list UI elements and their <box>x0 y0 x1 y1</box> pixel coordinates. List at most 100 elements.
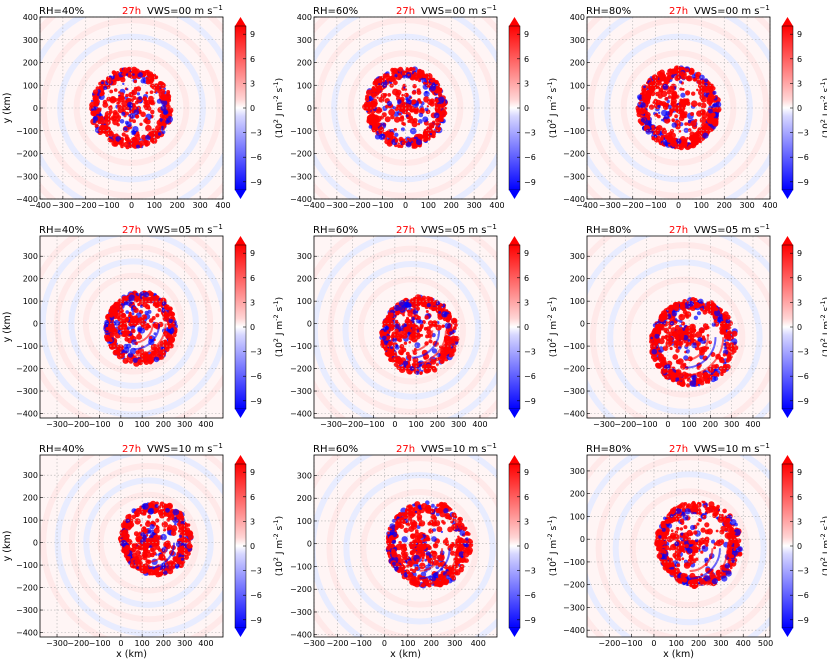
positive-flux-cell <box>161 521 168 528</box>
y-tick-label: −400 <box>563 195 585 204</box>
negative-flux-cell <box>711 322 716 327</box>
negative-flux-cell <box>693 315 699 320</box>
positive-flux-cell <box>684 115 687 119</box>
x-tick-label: 200 <box>156 420 171 429</box>
positive-flux-cell <box>153 534 160 541</box>
positive-flux-cell <box>704 304 712 312</box>
positive-flux-cell <box>411 300 417 307</box>
negative-flux-cell <box>645 128 652 135</box>
vws-exponent: −1 <box>213 442 223 450</box>
panel-rh-title: RH=40% <box>39 225 84 236</box>
positive-flux-cell <box>149 336 153 340</box>
positive-flux-cell <box>693 78 697 82</box>
negative-flux-cell <box>671 122 677 128</box>
vws-exponent: −1 <box>213 4 223 12</box>
panel-time-title: 27h <box>669 225 688 236</box>
positive-flux-cell <box>418 79 421 83</box>
positive-flux-cell <box>129 541 133 544</box>
positive-flux-cell <box>648 104 655 110</box>
positive-flux-cell <box>140 316 145 321</box>
positive-flux-cell <box>379 115 384 120</box>
x-tick-label: 400 <box>489 201 504 210</box>
positive-flux-cell <box>149 356 156 362</box>
negative-flux-cell <box>654 333 660 339</box>
y-tick-label: −200 <box>290 365 312 374</box>
positive-flux-cell <box>376 96 379 99</box>
positive-flux-cell <box>177 560 184 567</box>
colorbar-tick-label: −6 <box>250 153 262 162</box>
y-tick-label: −200 <box>16 365 38 374</box>
negative-flux-cell <box>408 95 412 99</box>
negative-flux-cell <box>662 83 669 90</box>
positive-flux-cell <box>369 115 374 120</box>
positive-flux-cell <box>147 356 150 360</box>
negative-flux-cell <box>168 318 173 324</box>
ambient-ring <box>40 455 223 637</box>
positive-flux-cell <box>685 90 691 96</box>
positive-flux-cell <box>141 567 149 574</box>
positive-flux-cell <box>150 109 155 115</box>
x-tick-label: −300 <box>46 639 68 648</box>
positive-flux-cell <box>393 80 398 86</box>
positive-flux-cell <box>644 93 651 101</box>
positive-flux-cell <box>388 75 396 83</box>
positive-flux-cell <box>132 70 135 74</box>
colorbar-tick-label: 0 <box>797 323 802 332</box>
spiral-band <box>411 330 434 352</box>
y-tick-label: 400 <box>23 13 38 22</box>
negative-flux-cell <box>121 111 126 116</box>
negative-flux-cell <box>715 101 722 108</box>
y-tick-label: 300 <box>23 36 38 45</box>
positive-flux-cell <box>681 88 685 91</box>
positive-flux-cell <box>408 115 414 121</box>
x-tick-label: −100 <box>98 201 120 210</box>
positive-flux-cell <box>395 356 402 362</box>
positive-flux-cell <box>677 372 684 378</box>
colorbar-label-part: (10 <box>275 123 285 138</box>
negative-flux-cell <box>708 123 711 127</box>
positive-flux-cell <box>148 132 153 137</box>
colorbar-tick-label: −3 <box>250 348 262 357</box>
colorbar-tick-label: −3 <box>524 129 536 138</box>
x-tick-label: 0 <box>118 420 123 429</box>
positive-flux-cell <box>118 95 122 99</box>
positive-flux-cell <box>402 122 406 126</box>
positive-flux-cell <box>722 353 727 357</box>
positive-flux-cell <box>392 324 396 328</box>
positive-flux-cell <box>413 333 418 339</box>
colorbar-tick-label: −6 <box>797 153 809 162</box>
positive-flux-cell <box>142 545 149 552</box>
positive-flux-cell <box>434 80 437 84</box>
ambient-ring <box>314 236 497 418</box>
positive-flux-cell <box>678 130 682 133</box>
plot-frame <box>39 454 224 638</box>
negative-flux-cell <box>683 127 689 133</box>
panel-vws-title: VWS=00 m s−1 <box>694 4 770 17</box>
positive-flux-cell <box>417 68 423 74</box>
negative-flux-cell <box>125 121 132 128</box>
negative-flux-cell <box>435 300 441 306</box>
negative-flux-cell <box>723 342 727 347</box>
negative-flux-cell <box>136 144 140 149</box>
positive-flux-cell <box>428 365 432 369</box>
positive-flux-cell <box>139 122 143 127</box>
x-tick-label: 200 <box>156 639 171 648</box>
positive-flux-cell <box>699 117 707 124</box>
x-tick-label: 400 <box>745 420 760 429</box>
x-tick-label: −300 <box>46 420 68 429</box>
negative-flux-cell <box>398 300 406 307</box>
ambient-ring <box>327 245 497 416</box>
negative-flux-cell <box>661 118 664 122</box>
vws-exponent: −1 <box>760 4 770 12</box>
colorbar-label-part: J m <box>549 321 559 338</box>
x-tick-label: 0 <box>403 201 408 210</box>
spiral-band <box>133 323 154 344</box>
y-tick-label: −400 <box>16 410 38 419</box>
colorbar-label-part: -2 <box>819 95 827 101</box>
positive-flux-cell <box>141 134 147 140</box>
negative-flux-cell <box>444 322 451 329</box>
positive-flux-cell <box>379 109 383 113</box>
positive-flux-cell <box>134 559 140 565</box>
colorbar-label-part: s <box>275 88 285 96</box>
positive-flux-cell <box>393 69 397 74</box>
